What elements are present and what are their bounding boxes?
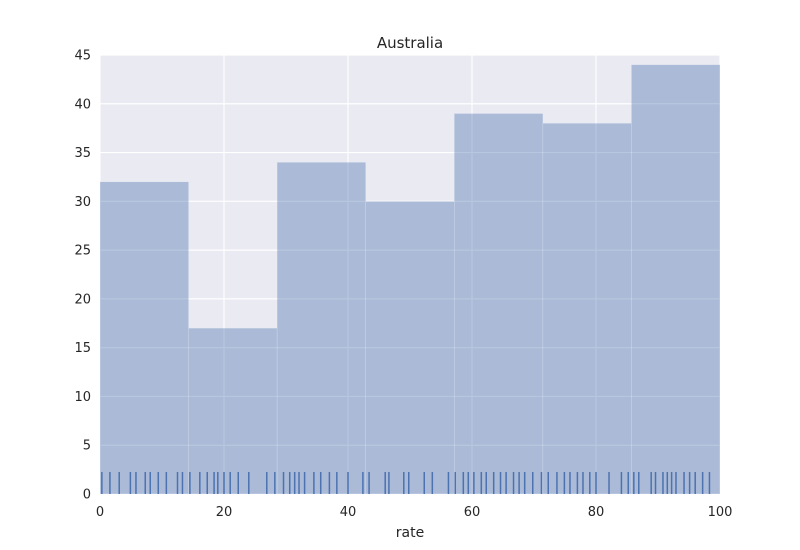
x-tick-label: 60 xyxy=(464,505,481,520)
histogram-bar xyxy=(453,113,544,495)
x-tick-label: 100 xyxy=(708,505,733,520)
histogram-bars xyxy=(99,64,721,495)
histogram-bar xyxy=(99,181,189,495)
y-tick-label: 25 xyxy=(74,244,91,259)
x-axis-ticks: 0 20 40 60 80 100 xyxy=(96,505,733,520)
rug-marks xyxy=(101,472,711,494)
grid-lines xyxy=(99,54,721,495)
y-axis-ticks: 0 5 10 15 20 25 30 35 40 45 xyxy=(74,49,91,503)
x-tick-label: 0 xyxy=(96,505,104,520)
y-tick-label: 45 xyxy=(74,49,91,64)
histogram-bar xyxy=(542,122,632,495)
histogram-bar xyxy=(365,201,455,495)
x-tick-label: 40 xyxy=(340,505,357,520)
histogram-bar xyxy=(276,162,367,495)
histogram-bar xyxy=(188,327,278,495)
x-axis-label: rate xyxy=(396,525,424,541)
x-tick-label: 20 xyxy=(216,505,233,520)
plot-background xyxy=(100,55,720,494)
y-tick-label: 0 xyxy=(83,488,91,503)
y-tick-label: 5 xyxy=(83,439,91,454)
chart-title: Australia xyxy=(377,34,443,52)
y-tick-label: 20 xyxy=(74,292,91,307)
x-tick-label: 80 xyxy=(588,505,605,520)
y-tick-label: 15 xyxy=(74,341,91,356)
y-tick-label: 30 xyxy=(74,195,91,210)
y-tick-label: 40 xyxy=(74,97,91,112)
y-tick-label: 35 xyxy=(74,146,91,161)
y-tick-label: 10 xyxy=(74,390,91,405)
histogram-bar xyxy=(631,64,721,495)
